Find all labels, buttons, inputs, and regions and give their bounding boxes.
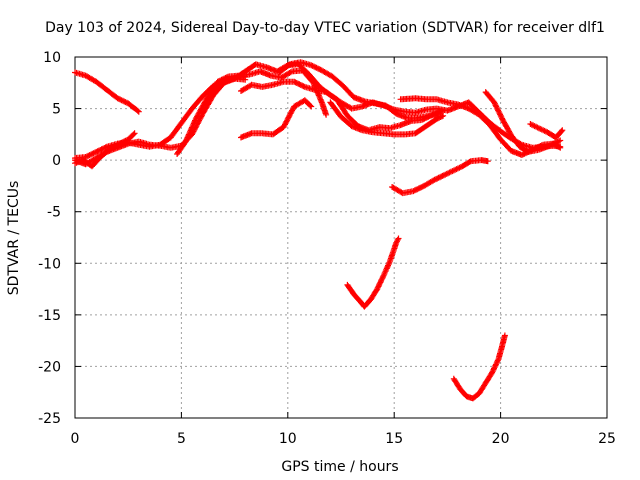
series-marks	[397, 95, 564, 158]
y-tick-label: 5	[52, 102, 61, 118]
series-arc-9	[276, 59, 442, 121]
grid	[75, 57, 607, 418]
x-tick-label: 10	[279, 431, 297, 447]
series-arc-10	[327, 99, 447, 138]
y-axis-label: SDTVAR / TECUs	[6, 181, 22, 296]
x-tick-label: 15	[385, 431, 403, 447]
y-tick-label: -15	[38, 308, 61, 324]
series-marks	[450, 332, 508, 402]
y-tick-label: -25	[38, 411, 61, 427]
series-marks	[344, 235, 402, 310]
series-marks	[482, 89, 564, 155]
series-arc-16	[450, 332, 508, 402]
chart-title: Day 103 of 2024, Sidereal Day-to-day VTE…	[45, 20, 605, 36]
x-tick-label: 0	[71, 431, 80, 447]
x-tick-label: 25	[598, 431, 616, 447]
series-marks	[174, 67, 330, 157]
series-arc-13	[527, 121, 566, 141]
series-marks	[527, 121, 566, 141]
series-arc-1	[72, 69, 142, 115]
plot-frame	[74, 56, 608, 419]
axis-ticks: 0 5 10 15 20 25 -25 -20 -15 -10 -5 0 5 10	[38, 50, 616, 447]
y-tick-label: -20	[38, 359, 61, 375]
x-tick-label: 20	[492, 431, 510, 447]
x-axis-label: GPS time / hours	[281, 459, 398, 475]
y-tick-label: 10	[43, 50, 61, 66]
series-arc-12	[482, 89, 564, 155]
y-tick-label: 0	[52, 153, 61, 169]
series-marks	[327, 99, 447, 138]
series-marks	[389, 157, 491, 197]
series-marks	[276, 59, 442, 121]
series-arc-8	[238, 97, 315, 141]
series-marks	[72, 69, 142, 115]
series-arc-11	[397, 95, 564, 158]
y-tick-label: -10	[38, 256, 61, 272]
series-arc-5	[174, 67, 330, 157]
y-tick-label: -5	[47, 205, 61, 221]
data-marks	[72, 59, 566, 402]
series-arc-15	[344, 235, 402, 310]
x-tick-label: 5	[177, 431, 186, 447]
series-marks	[238, 97, 315, 141]
series-arc-14	[389, 157, 491, 197]
